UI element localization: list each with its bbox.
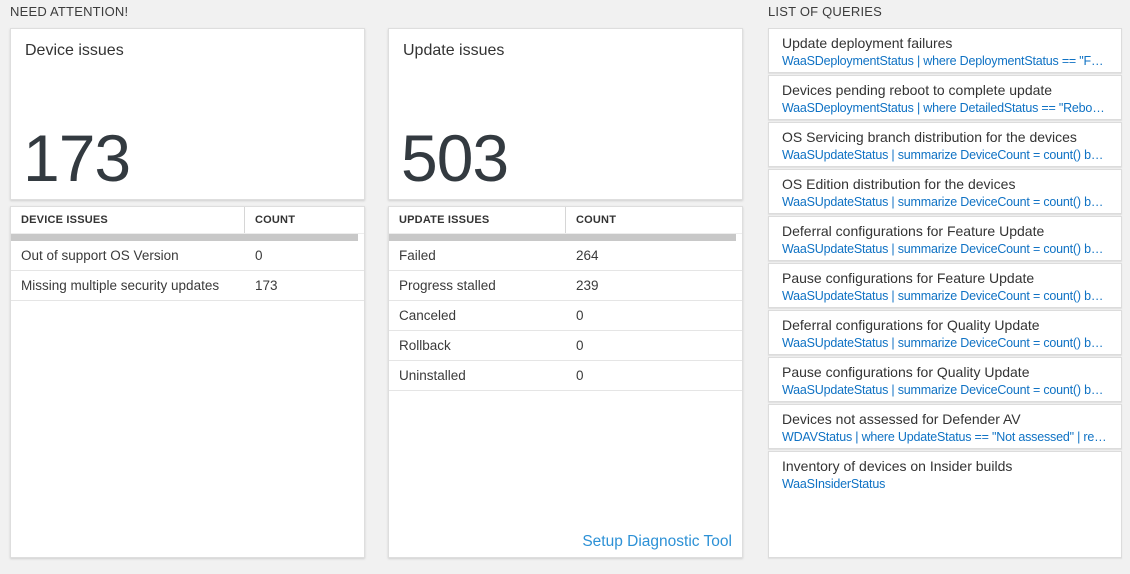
query-text: WaaSDeploymentStatus | where DetailedSta… bbox=[782, 101, 1108, 115]
issue-label: Canceled bbox=[399, 308, 457, 323]
query-title: Pause configurations for Quality Update bbox=[782, 364, 1030, 380]
update-issues-grid: UPDATE ISSUES COUNT Failed 264 Progress … bbox=[388, 206, 743, 558]
issue-label: Out of support OS Version bbox=[21, 248, 179, 263]
issue-label: Failed bbox=[399, 248, 436, 263]
issue-label: Progress stalled bbox=[399, 278, 496, 293]
query-title: Update deployment failures bbox=[782, 35, 953, 51]
table-row[interactable]: Missing multiple security updates 173 bbox=[11, 271, 364, 301]
horizontal-scrollbar[interactable] bbox=[389, 234, 736, 241]
issue-label: Missing multiple security updates bbox=[21, 278, 220, 293]
query-text: WaaSUpdateStatus | summarize DeviceCount… bbox=[782, 336, 1108, 350]
query-text: WaaSInsiderStatus bbox=[782, 477, 886, 491]
device-issues-grid: DEVICE ISSUES COUNT Out of support OS Ve… bbox=[10, 206, 365, 558]
count-header-cell: COUNT bbox=[576, 214, 617, 226]
device-issues-count: 173 bbox=[23, 121, 131, 195]
query-title: OS Servicing branch distribution for the… bbox=[782, 129, 1077, 145]
query-title: Deferral configurations for Quality Upda… bbox=[782, 317, 1040, 333]
count-header-cell: COUNT bbox=[255, 214, 296, 226]
update-issues-count: 503 bbox=[401, 121, 509, 195]
issue-count: 264 bbox=[576, 248, 599, 263]
list-of-queries-section-label: LIST OF QUERIES bbox=[768, 4, 883, 19]
query-item[interactable]: Pause configurations for Feature Update … bbox=[768, 263, 1122, 308]
issue-label: Rollback bbox=[399, 338, 451, 353]
issue-count: 0 bbox=[255, 248, 263, 263]
issue-count: 239 bbox=[576, 278, 599, 293]
horizontal-scrollbar[interactable] bbox=[11, 234, 358, 241]
device-issues-tile-title: Device issues bbox=[25, 42, 124, 59]
table-row[interactable]: Progress stalled 239 bbox=[389, 271, 742, 301]
issue-count: 0 bbox=[576, 368, 584, 383]
update-issues-header-cell: UPDATE ISSUES bbox=[389, 207, 566, 233]
device-issues-header-cell: DEVICE ISSUES bbox=[11, 207, 245, 233]
query-item[interactable]: OS Edition distribution for the devices … bbox=[768, 169, 1122, 214]
table-row[interactable]: Canceled 0 bbox=[389, 301, 742, 331]
query-title: Deferral configurations for Feature Upda… bbox=[782, 223, 1045, 239]
query-text: WaaSUpdateStatus | summarize DeviceCount… bbox=[782, 383, 1108, 397]
update-issues-tile[interactable]: Update issues 503 bbox=[388, 28, 743, 200]
query-title: Devices pending reboot to complete updat… bbox=[782, 82, 1053, 98]
need-attention-section-label: NEED ATTENTION! bbox=[10, 4, 129, 19]
table-row[interactable]: Out of support OS Version 0 bbox=[11, 241, 364, 271]
query-item[interactable]: Inventory of devices on Insider builds W… bbox=[768, 451, 1122, 558]
query-title: OS Edition distribution for the devices bbox=[782, 176, 1016, 192]
table-row[interactable]: Uninstalled 0 bbox=[389, 361, 742, 391]
query-text: WDAVStatus | where UpdateStatus == "Not … bbox=[782, 430, 1108, 444]
issue-count: 0 bbox=[576, 308, 584, 323]
query-title: Inventory of devices on Insider builds bbox=[782, 458, 1013, 474]
device-issues-tile[interactable]: Device issues 173 bbox=[10, 28, 365, 200]
update-issues-tile-title: Update issues bbox=[403, 42, 505, 59]
query-item[interactable]: Deferral configurations for Feature Upda… bbox=[768, 216, 1122, 261]
query-item[interactable]: Update deployment failures WaaSDeploymen… bbox=[768, 28, 1122, 73]
query-text: WaaSDeploymentStatus | where DeploymentS… bbox=[782, 54, 1108, 68]
update-issues-grid-header: UPDATE ISSUES COUNT bbox=[389, 207, 742, 234]
query-text: WaaSUpdateStatus | summarize DeviceCount… bbox=[782, 148, 1108, 162]
query-item[interactable]: OS Servicing branch distribution for the… bbox=[768, 122, 1122, 167]
query-text: WaaSUpdateStatus | summarize DeviceCount… bbox=[782, 242, 1108, 256]
query-item[interactable]: Devices pending reboot to complete updat… bbox=[768, 75, 1122, 120]
setup-diagnostic-tool-link[interactable]: Setup Diagnostic Tool bbox=[582, 533, 732, 550]
device-issues-grid-header: DEVICE ISSUES COUNT bbox=[11, 207, 364, 234]
issue-label: Uninstalled bbox=[399, 368, 466, 383]
query-text: WaaSUpdateStatus | summarize DeviceCount… bbox=[782, 289, 1108, 303]
table-row[interactable]: Rollback 0 bbox=[389, 331, 742, 361]
issue-count: 173 bbox=[255, 278, 278, 293]
query-title: Pause configurations for Feature Update bbox=[782, 270, 1035, 286]
query-item[interactable]: Devices not assessed for Defender AV WDA… bbox=[768, 404, 1122, 449]
issue-count: 0 bbox=[576, 338, 584, 353]
query-item[interactable]: Deferral configurations for Quality Upda… bbox=[768, 310, 1122, 355]
query-title: Devices not assessed for Defender AV bbox=[782, 411, 1021, 427]
queries-list: Update deployment failures WaaSDeploymen… bbox=[768, 28, 1122, 558]
table-row[interactable]: Failed 264 bbox=[389, 241, 742, 271]
query-text: WaaSUpdateStatus | summarize DeviceCount… bbox=[782, 195, 1108, 209]
query-item[interactable]: Pause configurations for Quality Update … bbox=[768, 357, 1122, 402]
